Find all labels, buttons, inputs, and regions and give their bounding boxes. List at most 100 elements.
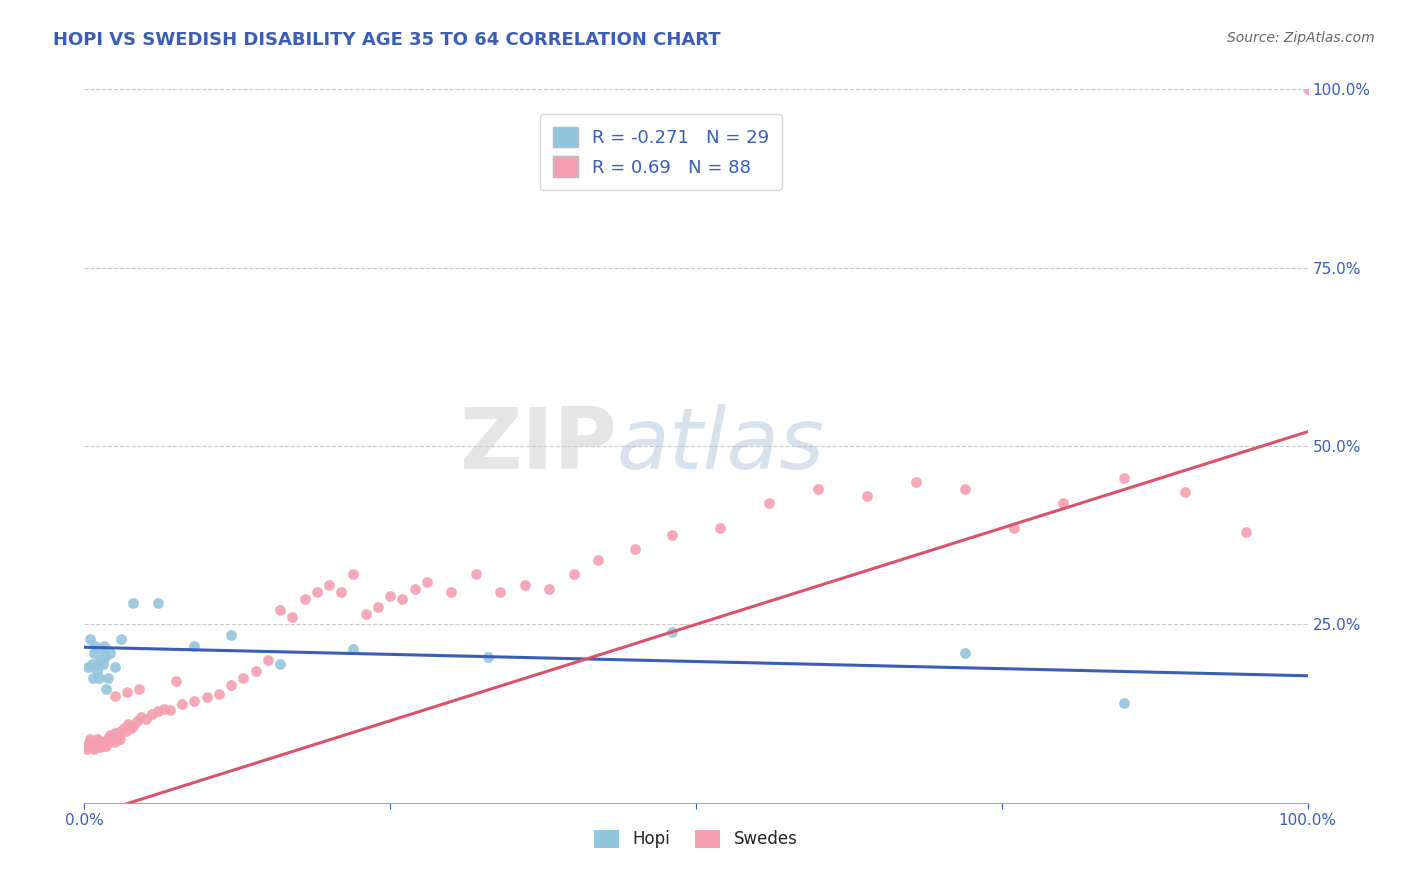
Hopi	[269, 657, 291, 671]
Swedes	[90, 735, 112, 749]
Text: Source: ZipAtlas.com: Source: ZipAtlas.com	[1227, 31, 1375, 45]
Swedes	[101, 730, 124, 744]
Swedes	[87, 733, 110, 747]
Swedes	[245, 664, 267, 678]
Swedes	[77, 739, 100, 753]
Swedes	[103, 735, 125, 749]
Swedes	[84, 735, 107, 749]
Swedes	[107, 728, 129, 742]
Hopi	[90, 642, 112, 657]
Swedes	[380, 589, 402, 603]
Swedes	[1236, 524, 1258, 539]
Swedes	[100, 733, 122, 747]
Swedes	[464, 567, 486, 582]
Swedes	[330, 585, 353, 599]
Swedes	[89, 740, 111, 755]
Swedes	[318, 578, 340, 592]
Swedes	[83, 742, 105, 756]
Swedes	[79, 731, 101, 746]
Swedes	[257, 653, 280, 667]
Swedes	[110, 724, 132, 739]
Swedes	[108, 731, 131, 746]
Swedes	[104, 726, 127, 740]
Hopi	[86, 664, 108, 678]
Swedes	[91, 739, 114, 753]
Hopi	[82, 671, 104, 685]
Hopi	[94, 649, 117, 664]
Text: HOPI VS SWEDISH DISABILITY AGE 35 TO 64 CORRELATION CHART: HOPI VS SWEDISH DISABILITY AGE 35 TO 64 …	[53, 31, 721, 49]
Hopi	[79, 632, 101, 646]
Swedes	[128, 681, 150, 696]
Swedes	[758, 496, 780, 510]
Swedes	[1052, 496, 1074, 510]
Swedes	[856, 489, 879, 503]
Swedes	[129, 710, 152, 724]
Swedes	[440, 585, 463, 599]
Hopi	[953, 646, 976, 660]
Swedes	[661, 528, 683, 542]
Swedes	[269, 603, 291, 617]
Swedes	[165, 674, 187, 689]
Hopi	[84, 639, 107, 653]
Hopi	[89, 653, 111, 667]
Swedes	[94, 734, 117, 748]
Swedes	[97, 730, 120, 744]
Legend: Hopi, Swedes: Hopi, Swedes	[588, 823, 804, 855]
Swedes	[141, 706, 163, 721]
Swedes	[146, 705, 169, 719]
Swedes	[172, 698, 194, 712]
Swedes	[183, 694, 205, 708]
Swedes	[112, 721, 135, 735]
Hopi	[1114, 696, 1136, 710]
Swedes	[953, 482, 976, 496]
Swedes	[281, 610, 304, 624]
Swedes	[305, 585, 328, 599]
Swedes	[120, 721, 142, 735]
Swedes	[1296, 82, 1319, 96]
Swedes	[115, 724, 138, 739]
Swedes	[294, 592, 316, 607]
Hopi	[342, 642, 364, 657]
Swedes	[342, 567, 364, 582]
Swedes	[195, 690, 218, 705]
Swedes	[135, 712, 157, 726]
Swedes	[75, 739, 97, 753]
Text: atlas: atlas	[616, 404, 824, 488]
Swedes	[105, 733, 128, 747]
Hopi	[80, 657, 103, 671]
Hopi	[477, 649, 499, 664]
Swedes	[391, 592, 413, 607]
Swedes	[367, 599, 389, 614]
Swedes	[104, 689, 127, 703]
Swedes	[122, 719, 145, 733]
Hopi	[661, 624, 683, 639]
Text: ZIP: ZIP	[458, 404, 616, 488]
Hopi	[183, 639, 205, 653]
Hopi	[96, 681, 118, 696]
Swedes	[489, 585, 512, 599]
Swedes	[219, 678, 242, 692]
Swedes	[98, 728, 121, 742]
Swedes	[76, 742, 98, 756]
Swedes	[125, 714, 148, 728]
Swedes	[117, 717, 139, 731]
Swedes	[208, 687, 231, 701]
Hopi	[110, 632, 132, 646]
Swedes	[93, 737, 115, 751]
Swedes	[82, 737, 104, 751]
Swedes	[538, 582, 561, 596]
Swedes	[1174, 485, 1197, 500]
Hopi	[122, 596, 145, 610]
Swedes	[105, 730, 128, 744]
Swedes	[513, 578, 536, 592]
Swedes	[586, 553, 609, 567]
Swedes	[115, 685, 138, 699]
Swedes	[354, 607, 377, 621]
Swedes	[416, 574, 439, 589]
Swedes	[153, 701, 176, 715]
Hopi	[98, 646, 121, 660]
Hopi	[83, 646, 105, 660]
Swedes	[562, 567, 585, 582]
Swedes	[87, 737, 110, 751]
Hopi	[97, 671, 120, 685]
